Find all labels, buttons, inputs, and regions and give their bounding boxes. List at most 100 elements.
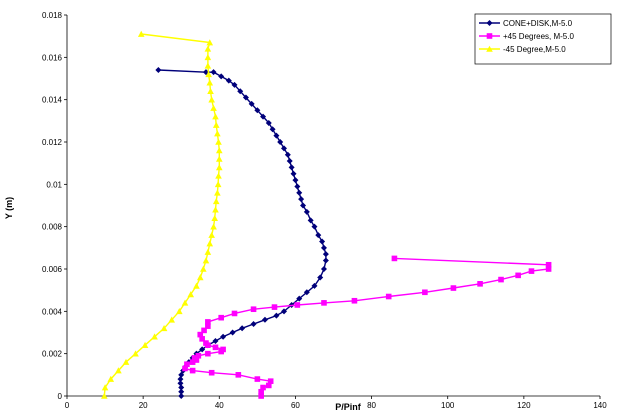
y-axis-title: Y (m) bbox=[4, 197, 14, 219]
data-point bbox=[237, 88, 244, 95]
data-point bbox=[254, 376, 261, 382]
x-tick-label: 120 bbox=[517, 401, 531, 410]
data-point bbox=[204, 45, 212, 52]
data-point bbox=[206, 79, 214, 86]
data-point bbox=[231, 81, 238, 88]
data-point bbox=[196, 274, 204, 281]
data-point bbox=[385, 293, 392, 300]
y-tick-label: 0.004 bbox=[42, 307, 63, 316]
data-point bbox=[281, 145, 288, 152]
legend-swatch-marker bbox=[486, 45, 493, 52]
data-point bbox=[260, 113, 267, 120]
data-point bbox=[212, 206, 219, 213]
axes: 0 20 40 60 80 100 120 140 0 0.002 0.004 0.006 0.008 0… bbox=[42, 11, 607, 410]
data-point bbox=[515, 272, 521, 279]
data-point bbox=[205, 350, 211, 357]
data-point bbox=[199, 265, 207, 272]
data-point bbox=[220, 346, 226, 353]
data-point bbox=[205, 319, 211, 325]
data-point bbox=[212, 337, 219, 344]
data-point bbox=[193, 282, 200, 289]
data-point bbox=[545, 266, 552, 272]
data-point bbox=[115, 367, 122, 374]
data-point bbox=[281, 308, 288, 315]
data-point bbox=[207, 87, 214, 94]
data-point bbox=[284, 151, 291, 158]
data-point bbox=[258, 393, 264, 399]
data-point bbox=[273, 132, 280, 139]
y-tick-label: 0.008 bbox=[42, 223, 63, 232]
y-tick-label: 0.014 bbox=[42, 96, 63, 105]
data-point bbox=[107, 375, 115, 382]
data-point bbox=[267, 378, 274, 384]
data-point bbox=[208, 231, 215, 238]
legend-label: +45 Degrees, M-5.0 bbox=[503, 32, 574, 41]
data-point bbox=[202, 257, 210, 264]
data-point bbox=[290, 170, 297, 177]
data-point bbox=[101, 384, 109, 391]
data-point bbox=[199, 336, 205, 342]
data-point bbox=[205, 323, 211, 329]
data-point bbox=[212, 121, 220, 128]
data-point bbox=[191, 355, 198, 361]
data-point bbox=[303, 208, 310, 215]
y-tick-label: 0.002 bbox=[42, 350, 63, 359]
data-point bbox=[298, 196, 305, 203]
data-point bbox=[210, 104, 217, 111]
data-point bbox=[178, 393, 185, 399]
data-point bbox=[258, 388, 264, 395]
legend-swatch-marker bbox=[486, 33, 493, 39]
data-point bbox=[204, 62, 212, 69]
data-point bbox=[294, 302, 301, 308]
data-point bbox=[307, 217, 314, 224]
series-plus-45 bbox=[182, 255, 552, 399]
data-point bbox=[351, 297, 358, 304]
data-point bbox=[122, 358, 130, 365]
data-point bbox=[132, 350, 139, 357]
data-point bbox=[545, 261, 552, 268]
data-point bbox=[261, 316, 268, 323]
legend-label: -45 Degree,M-5.0 bbox=[503, 45, 566, 54]
data-point bbox=[206, 240, 214, 247]
data-point bbox=[206, 39, 214, 46]
data-point bbox=[201, 327, 207, 334]
data-point bbox=[288, 164, 295, 171]
x-tick-label: 140 bbox=[593, 401, 607, 410]
y-tick-label: 0.01 bbox=[46, 180, 62, 189]
data-point bbox=[211, 214, 219, 221]
data-point bbox=[229, 329, 236, 336]
data-point bbox=[215, 164, 223, 171]
data-point bbox=[269, 126, 276, 133]
data-point bbox=[195, 352, 202, 359]
data-point bbox=[220, 333, 227, 340]
series-minus-45 bbox=[101, 30, 223, 399]
data-point bbox=[101, 392, 108, 399]
data-point bbox=[277, 139, 284, 145]
legend: CONE+DISK,M-5.0 +45 Degrees, M-5.0 -45 Deg… bbox=[474, 13, 612, 65]
data-point bbox=[498, 276, 504, 283]
data-point bbox=[320, 244, 327, 251]
data-point bbox=[292, 177, 299, 184]
data-point bbox=[208, 96, 215, 103]
legend-swatch-marker bbox=[486, 20, 493, 26]
data-point bbox=[199, 346, 206, 353]
data-point bbox=[300, 202, 307, 209]
data-point bbox=[214, 130, 221, 137]
data-point bbox=[177, 376, 184, 383]
data-point bbox=[204, 54, 212, 61]
data-point bbox=[477, 281, 483, 287]
data-point bbox=[248, 100, 255, 107]
data-point bbox=[225, 77, 232, 84]
data-point bbox=[311, 282, 318, 289]
data-point bbox=[242, 94, 249, 101]
data-point bbox=[212, 197, 220, 205]
data-point bbox=[303, 289, 310, 296]
data-point bbox=[210, 69, 217, 76]
data-point bbox=[187, 291, 195, 298]
data-point bbox=[181, 299, 189, 306]
data-point bbox=[210, 223, 217, 230]
data-point bbox=[215, 147, 223, 154]
data-point bbox=[208, 369, 215, 376]
x-tick-label: 80 bbox=[367, 401, 376, 410]
